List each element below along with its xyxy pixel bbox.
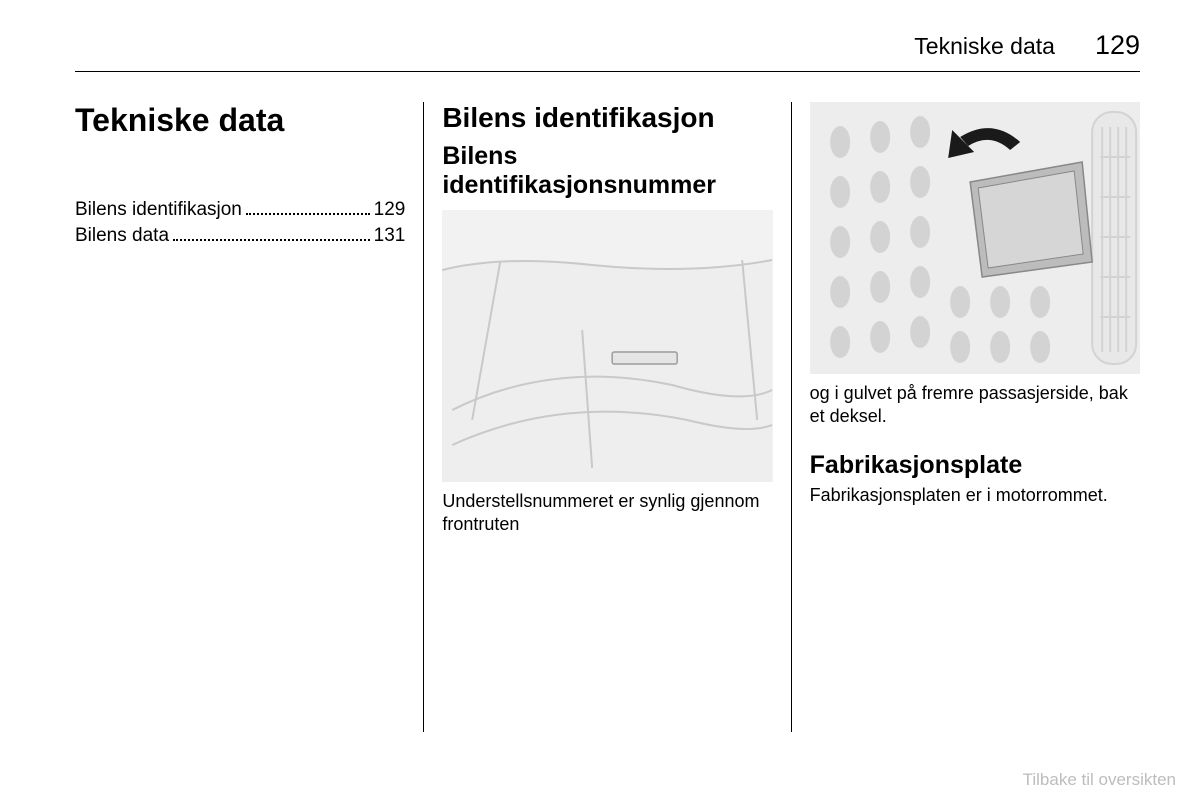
header-title: Tekniske data xyxy=(914,33,1055,60)
toc-dots xyxy=(246,204,370,215)
floor-cover-illustration xyxy=(810,102,1140,374)
heading-vin: Bilens identifikasjonsnummer xyxy=(442,142,772,200)
toc-page: 131 xyxy=(374,225,406,247)
heading-identification: Bilens identifikasjon xyxy=(442,102,772,134)
toc-page: 129 xyxy=(374,199,406,221)
heading-manufacturer-plate: Fabrikasjonsplate xyxy=(810,451,1140,480)
column-3: og i gulvet på fremre passasjerside, bak… xyxy=(792,102,1140,732)
toc-label: Bilens data xyxy=(75,225,169,247)
column-1: Tekniske data Bilens identifikasjon 129 … xyxy=(75,102,424,732)
manufacturer-plate-text: Fabrikasjonsplaten er i motorrommet. xyxy=(810,484,1140,507)
page-header: Tekniske data 129 xyxy=(75,30,1140,72)
toc-row[interactable]: Bilens data 131 xyxy=(75,225,405,247)
header-pagenum: 129 xyxy=(1095,30,1140,61)
section-heading: Tekniske data xyxy=(75,102,405,139)
content-columns: Tekniske data Bilens identifikasjon 129 … xyxy=(75,102,1140,732)
floor-cover-caption: og i gulvet på fremre passasjerside, bak… xyxy=(810,382,1140,429)
back-to-overview-link[interactable]: Tilbake til oversikten xyxy=(1023,770,1176,790)
column-2: Bilens identifikasjon Bilens identifikas… xyxy=(424,102,791,732)
toc-dots xyxy=(173,230,370,241)
windshield-vin-illustration xyxy=(442,210,772,482)
toc-row[interactable]: Bilens identifikasjon 129 xyxy=(75,199,405,221)
windshield-vin-caption: Understellsnummeret er synlig gjennom fr… xyxy=(442,490,772,537)
toc-label: Bilens identifikasjon xyxy=(75,199,242,221)
